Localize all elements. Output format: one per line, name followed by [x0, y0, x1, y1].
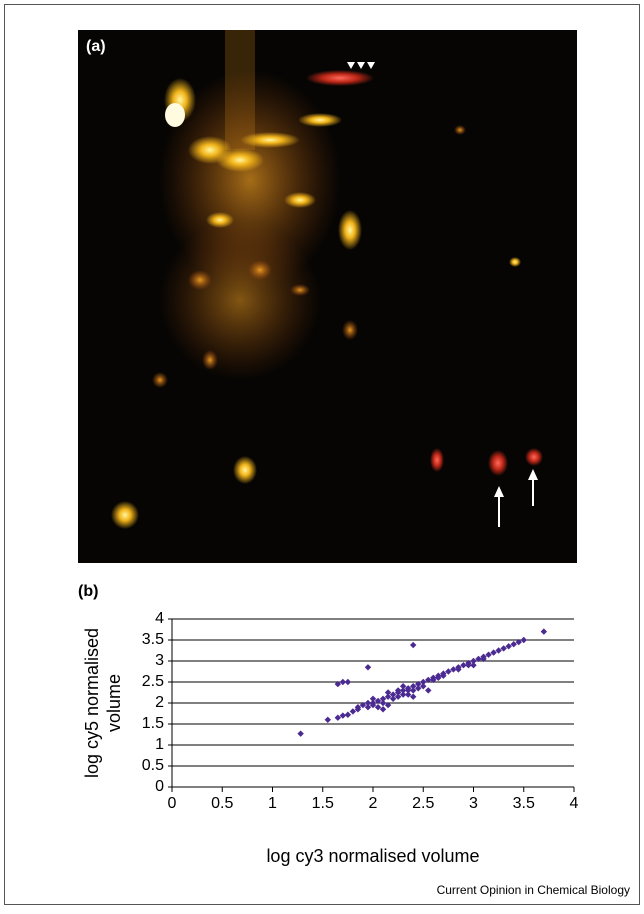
point	[344, 711, 352, 718]
point	[440, 672, 447, 679]
y-tick-label: 1	[155, 736, 164, 753]
point	[415, 685, 422, 692]
point	[410, 693, 417, 700]
point	[339, 678, 347, 686]
point	[374, 697, 382, 705]
y-tick-label: 3.5	[142, 631, 164, 648]
point	[415, 680, 422, 688]
point	[500, 645, 507, 652]
point	[495, 647, 502, 654]
x-tick-label: 3.5	[513, 795, 535, 812]
frame	[4, 4, 640, 905]
panel-label: (b)	[78, 583, 98, 600]
point	[344, 678, 352, 686]
credit: Current Opinion in Chemical Biology	[437, 883, 630, 897]
y-tick-label: 2.5	[142, 673, 164, 690]
x-tick-label: 2	[369, 795, 378, 812]
point	[450, 666, 457, 673]
point	[399, 683, 407, 690]
point	[540, 628, 548, 635]
point	[349, 708, 357, 715]
point	[470, 662, 477, 669]
point	[369, 695, 377, 702]
point	[470, 657, 477, 665]
point	[394, 693, 402, 700]
point	[297, 730, 304, 737]
point	[410, 683, 417, 690]
point	[379, 695, 387, 702]
point	[389, 691, 397, 698]
point	[404, 687, 412, 694]
point	[359, 701, 367, 709]
point	[374, 704, 382, 711]
point	[394, 687, 402, 694]
point	[399, 691, 407, 698]
point	[420, 683, 427, 690]
y-tick-label: 0	[155, 778, 164, 795]
point	[425, 676, 432, 684]
y-tick-label: 2	[155, 694, 164, 711]
point	[420, 678, 427, 686]
point	[364, 699, 372, 707]
point	[435, 674, 442, 681]
y-axis-label: volume	[104, 674, 124, 732]
x-axis-label: log cy3 normalised volume	[266, 846, 479, 866]
point	[480, 655, 487, 663]
point	[455, 666, 462, 673]
point	[490, 649, 497, 656]
x-tick-label: 4	[570, 795, 579, 812]
x-tick-label: 1.5	[312, 795, 334, 812]
point	[430, 676, 437, 684]
point	[399, 687, 407, 694]
point	[410, 687, 417, 694]
point	[510, 641, 517, 648]
point	[334, 714, 342, 721]
x-tick-label: 0	[168, 795, 177, 812]
y-tick-label: 0.5	[142, 757, 164, 774]
y-axis-label: log cy5 normalised	[82, 628, 102, 778]
point	[425, 687, 432, 694]
point	[389, 695, 397, 702]
point	[379, 699, 387, 707]
x-tick-label: 2.5	[412, 795, 434, 812]
point	[515, 638, 522, 646]
x-tick-label: 1	[268, 795, 277, 812]
y-tick-label: 1.5	[142, 715, 164, 732]
point	[379, 706, 387, 713]
x-tick-label: 0.5	[211, 795, 233, 812]
point	[445, 668, 452, 675]
point	[460, 662, 467, 669]
point	[465, 662, 472, 669]
point	[334, 680, 342, 688]
point	[404, 691, 412, 698]
point	[384, 689, 392, 696]
y-tick-label: 3	[155, 652, 164, 669]
point	[485, 651, 492, 658]
point	[505, 643, 512, 650]
y-tick-label: 4	[155, 610, 164, 627]
point	[364, 704, 372, 711]
x-tick-label: 3	[469, 795, 478, 812]
point	[339, 712, 347, 719]
point	[369, 701, 377, 709]
point	[324, 716, 331, 723]
point	[364, 664, 372, 671]
point	[384, 693, 392, 700]
point	[354, 704, 362, 711]
point	[475, 655, 482, 663]
gel-image	[78, 30, 577, 563]
panel-label: (a)	[86, 38, 106, 55]
point	[410, 641, 417, 649]
point	[520, 636, 527, 644]
point	[384, 701, 392, 709]
